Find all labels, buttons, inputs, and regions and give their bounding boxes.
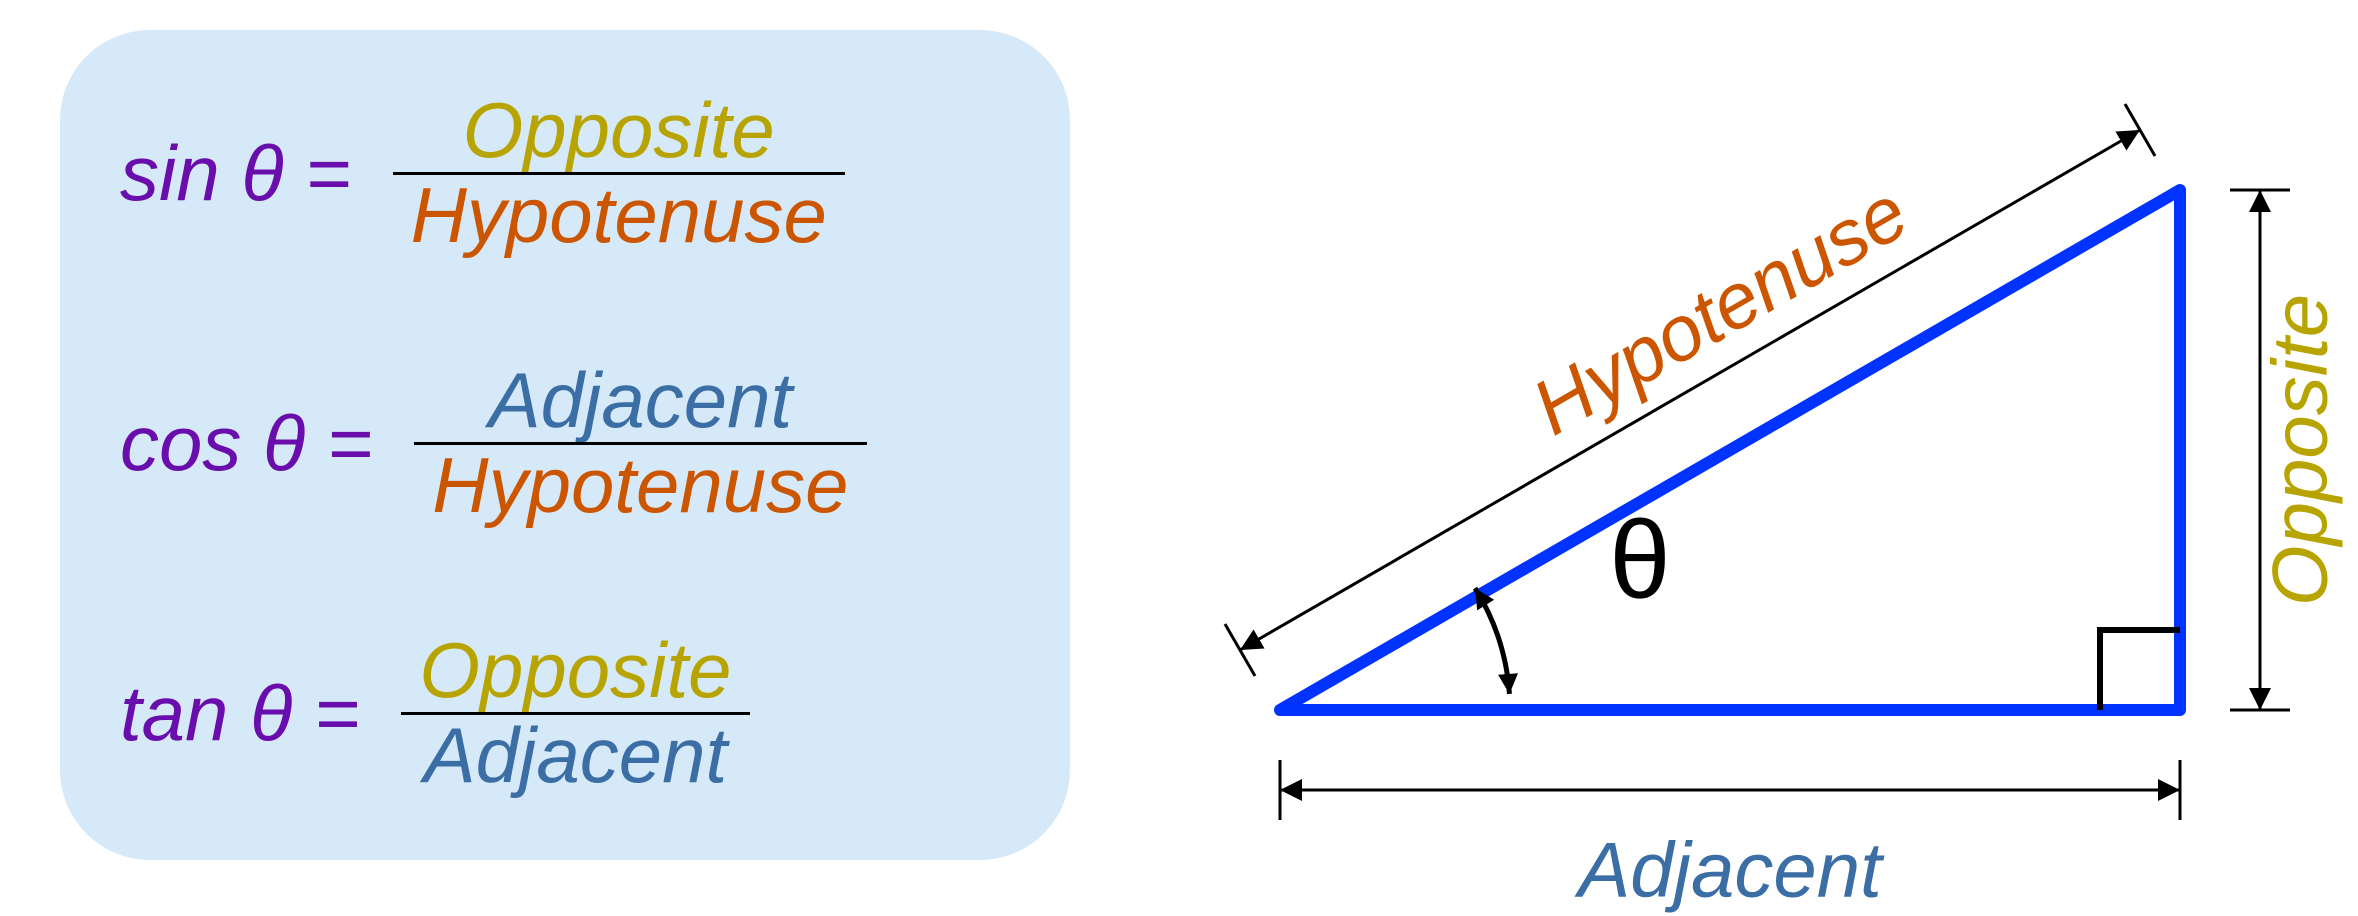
label-opposite: Opposite xyxy=(2255,294,2346,606)
dim-opposite-arrow-2 xyxy=(2249,688,2271,710)
dim-adjacent-arrow-1 xyxy=(1280,779,1302,801)
dim-adjacent-arrow-2 xyxy=(2158,779,2180,801)
dim-hypotenuse-arrow-2 xyxy=(2115,130,2140,151)
label-theta: θ xyxy=(1609,497,1670,624)
triangle-diagram xyxy=(0,0,2358,910)
dim-opposite-arrow-1 xyxy=(2249,190,2271,212)
canvas: sin θ = Opposite Hypotenuse cos θ = Adja… xyxy=(0,0,2358,910)
dim-hypotenuse-tick-2 xyxy=(2125,104,2155,156)
dim-hypotenuse-tick-1 xyxy=(1225,624,1255,676)
label-adjacent: Adjacent xyxy=(1578,825,1882,916)
dim-hypotenuse-arrow-1 xyxy=(1240,629,1265,650)
dim-adjacent xyxy=(1280,760,2180,820)
